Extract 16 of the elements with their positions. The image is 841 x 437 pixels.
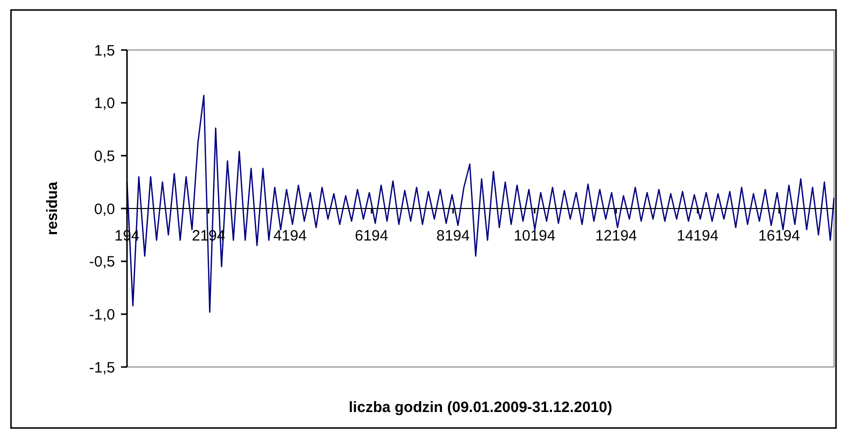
x-tick-label: 10194 <box>514 228 556 244</box>
y-tick-label: 0,5 <box>94 148 115 165</box>
y-tick-label: -1,0 <box>89 306 115 324</box>
x-tick-label: 8194 <box>436 228 470 244</box>
x-tick-label: 14194 <box>676 228 718 244</box>
x-tick-label: 16194 <box>758 228 800 244</box>
y-tick-label: 1,0 <box>94 95 115 112</box>
x-axis-title: liczba godzin (09.01.2009-31.12.2010) <box>348 399 612 416</box>
x-tick-label: 4194 <box>273 228 307 244</box>
y-tick-label: 1,5 <box>94 42 115 60</box>
y-axis-title: residua <box>44 181 61 236</box>
x-tick-label: 12194 <box>595 228 637 244</box>
y-tick-label: -0,5 <box>89 254 115 271</box>
y-tick-label: -1,5 <box>89 359 115 376</box>
y-tick-label: 0,0 <box>94 200 115 218</box>
x-tick-label: 6194 <box>354 228 388 244</box>
